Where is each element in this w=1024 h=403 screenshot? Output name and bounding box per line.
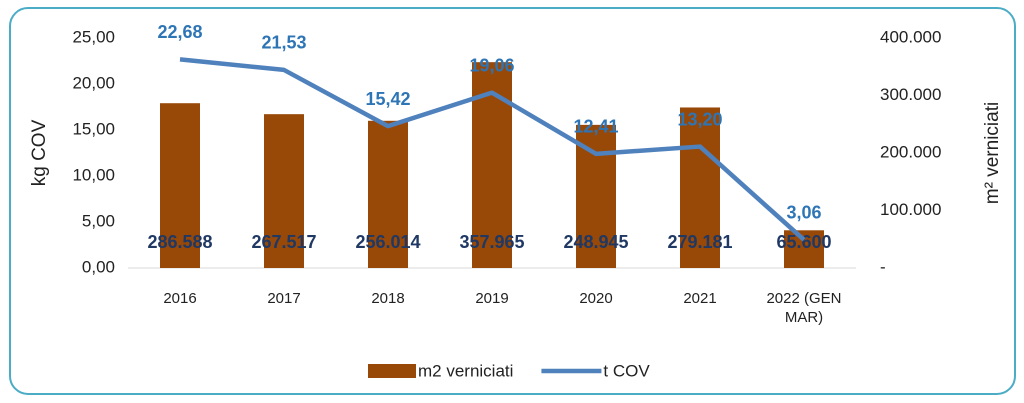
bar: [680, 107, 720, 269]
bar: [784, 230, 824, 268]
y2-tick-label: 300.000: [880, 85, 941, 104]
y2-tick-label: 100.000: [880, 200, 941, 219]
line-value-label: 19,06: [469, 55, 514, 75]
line: [179, 57, 806, 242]
legend-label: t COV: [603, 361, 650, 380]
bar: [264, 114, 304, 268]
y2-tick-label: 200.000: [880, 142, 941, 161]
x-tick-label: 2020: [579, 290, 613, 307]
bar-value-label: 256.014: [355, 232, 420, 252]
bar: [576, 124, 616, 268]
x-tick-label: 2018: [371, 290, 405, 307]
bar-value-label: 357.965: [459, 232, 524, 252]
chart-frame: [9, 7, 1016, 395]
line-value-label: 22,68: [157, 22, 202, 42]
y2-tick-label: -: [880, 257, 886, 276]
y-tick-label: 5,00: [82, 211, 115, 230]
line-value-label: 13,20: [677, 109, 722, 129]
y-tick-label: 15,00: [72, 119, 115, 138]
y-tick-label: 25,00: [72, 27, 115, 46]
x-tick-label: 2016: [163, 290, 197, 307]
legend-swatch: [368, 364, 416, 378]
line-value-label: 3,06: [786, 203, 821, 223]
bar-value-label: 267.517: [251, 232, 316, 252]
bar-value-label: 286.588: [147, 232, 212, 252]
bar: [368, 120, 408, 268]
y2-axis-title: m² verniciati: [982, 102, 1003, 204]
y-axis-title: kg COV: [29, 119, 50, 186]
bar-value-label: 65.600: [776, 232, 831, 252]
y2-tick-label: 400.000: [880, 27, 941, 46]
line-value-label: 12,41: [573, 117, 618, 137]
x-tick-label: 2019: [475, 290, 509, 307]
legend-label: m2 verniciati: [418, 361, 513, 380]
bar: [160, 103, 200, 268]
line-value-label: 21,53: [261, 33, 306, 53]
bar-value-label: 248.945: [563, 232, 628, 252]
bar-value-label: 279.181: [667, 232, 732, 252]
y-tick-label: 20,00: [72, 73, 115, 92]
x-tick-label: 2021: [683, 290, 717, 307]
x-tick-label: 2017: [267, 290, 301, 307]
y-tick-label: 0,00: [82, 257, 115, 276]
line-value-label: 15,42: [365, 89, 410, 109]
y-tick-label: 10,00: [72, 165, 115, 184]
x-tick-label: 2022 (GEN MAR): [766, 290, 842, 326]
